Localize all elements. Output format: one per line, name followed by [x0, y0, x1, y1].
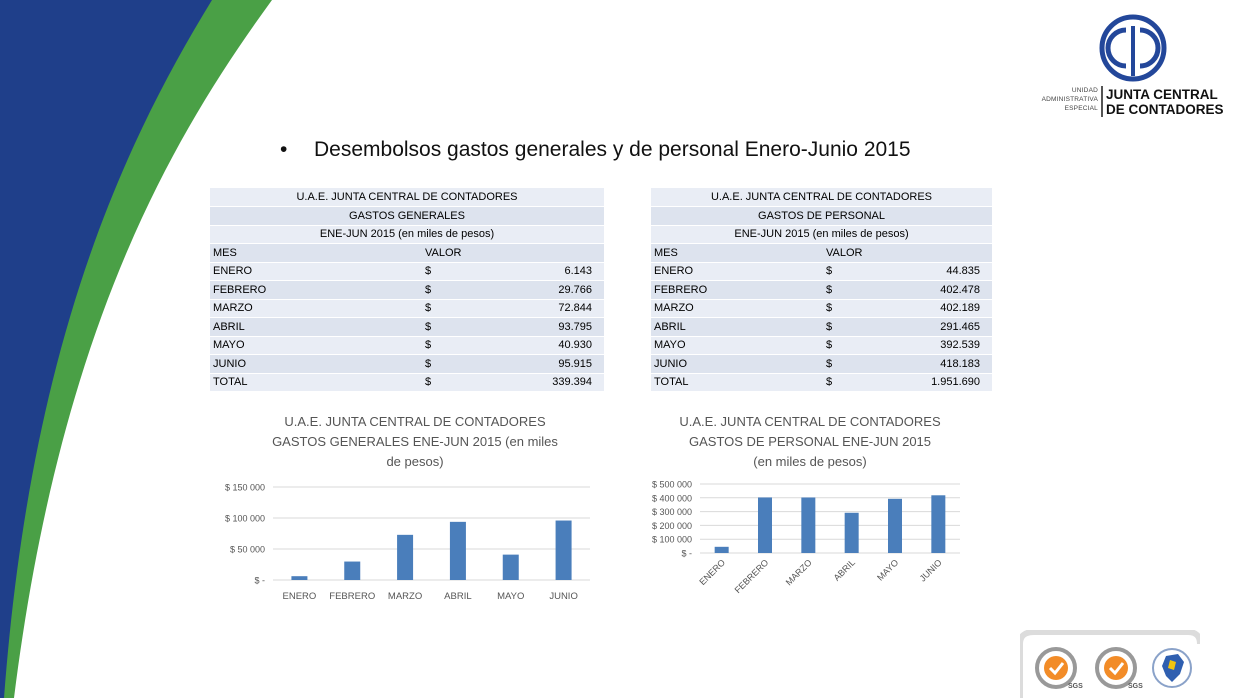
y-tick-label: $ 500 000 [652, 480, 692, 490]
x-tick-label: ABRIL [444, 591, 471, 602]
chart-gastos-generales-title: U.A.E. JUNTA CENTRAL DE CONTADORES GASTO… [272, 414, 558, 469]
navy-swoosh [0, 0, 212, 698]
bar-enero [714, 546, 729, 553]
sgs-certification-seal-icon: SGS [1035, 647, 1083, 690]
bar-febrero [758, 497, 772, 553]
x-tick-label: FEBRERO [329, 591, 375, 602]
table-period-row: ENE-JUN 2015 (en miles de pesos) [651, 225, 992, 244]
table-row: MAYO $392.539 [651, 336, 992, 355]
y-tick-label: $ - [681, 549, 692, 559]
x-tick-label: JUNIO [549, 591, 578, 602]
table-subtitle-row: GASTOS GENERALES [210, 206, 604, 226]
bar-mayo [888, 498, 902, 553]
table-row: FEBRERO $402.478 [651, 280, 992, 300]
table-row: MARZO $72.844 [210, 299, 604, 318]
table-gastos-generales: U.A.E. JUNTA CENTRAL DE CONTADORES GASTO… [210, 188, 604, 392]
logo-org-name: JUNTA CENTRAL DE CONTADORES [1106, 87, 1224, 117]
x-tick-label: ENERO [283, 591, 317, 602]
column-header-mes: MES [651, 243, 823, 263]
bar-marzo [801, 497, 816, 553]
x-tick-label: MAYO [497, 591, 524, 602]
table-row: MARZO $402.189 [651, 299, 992, 318]
table-gastos-personal: U.A.E. JUNTA CENTRAL DE CONTADORES GASTO… [651, 188, 992, 392]
logo-small-text: UNIDAD ADMINISTRATIVA ESPECIAL [1041, 87, 1098, 112]
chart-gastos-personal: $ - $ 100 000 $ 200 000 $ 300 000 $ 400 000 $… [652, 480, 960, 595]
x-tick-label: FEBRERO [733, 557, 771, 595]
table-total-row: TOTAL $339.394 [210, 373, 604, 392]
table-row: FEBRERO $29.766 [210, 280, 604, 300]
sgs-certification-seal-icon: SGS [1095, 647, 1143, 690]
x-tick-label: MARZO [784, 557, 814, 587]
column-header-mes: MES [210, 243, 422, 263]
bar-abril [449, 521, 466, 580]
y-tick-label: $ 100 000 [652, 535, 692, 545]
bar-febrero [344, 561, 361, 580]
svg-text:SGS: SGS [1128, 683, 1143, 690]
table-row: ENERO $44.835 [651, 262, 992, 281]
certification-seals: SGS SGS [1020, 630, 1200, 698]
x-tick-label: MARZO [388, 591, 422, 602]
colombia-map-seal-icon [1152, 648, 1192, 688]
bullet-icon: • [280, 138, 288, 161]
x-tick-label: ENERO [697, 557, 727, 587]
y-tick-label: $ 150 000 [225, 483, 265, 493]
jcc-logo-icon [1099, 14, 1167, 82]
table-header-row: MES VALOR [651, 243, 992, 263]
y-tick-label: $ 50 000 [230, 545, 265, 555]
table-row: MAYO $40.930 [210, 336, 604, 355]
svg-text:SGS: SGS [1068, 683, 1083, 690]
bar-enero [291, 576, 308, 580]
table-row: ENERO $6.143 [210, 262, 604, 281]
y-tick-label: $ 100 000 [225, 514, 265, 524]
y-tick-label: $ 300 000 [652, 507, 692, 517]
table-title-row: U.A.E. JUNTA CENTRAL DE CONTADORES [651, 188, 992, 207]
chart-gastos-personal-title: U.A.E. JUNTA CENTRAL DE CONTADORES GASTO… [679, 414, 941, 469]
x-tick-label: JUNIO [918, 557, 944, 583]
table-title-row: U.A.E. JUNTA CENTRAL DE CONTADORES [210, 188, 604, 207]
x-tick-label: MAYO [875, 557, 900, 582]
bar-mayo [502, 554, 519, 580]
slide-heading: • Desembolsos gastos generales y de perso… [280, 138, 911, 161]
logo-separator [1101, 86, 1103, 117]
y-tick-label: $ 200 000 [652, 521, 692, 531]
bar-marzo [397, 534, 414, 580]
table-row: ABRIL $291.465 [651, 317, 992, 337]
chart-gastos-generales: $ - $ 50 000 $ 100 000 $ 150 000 ENERO FEBRER… [225, 483, 590, 602]
bar-junio [931, 495, 946, 553]
bar-junio [555, 520, 572, 580]
table-header-row: MES VALOR [210, 243, 604, 263]
table-total-row: TOTAL $1.951.690 [651, 373, 992, 392]
table-period-row: ENE-JUN 2015 (en miles de pesos) [210, 225, 604, 244]
column-header-valor: VALOR [823, 243, 992, 263]
table-row: JUNIO $95.915 [210, 354, 604, 374]
x-tick-label: ABRIL [832, 557, 857, 582]
y-tick-label: $ 400 000 [652, 493, 692, 503]
table-row: JUNIO $418.183 [651, 354, 992, 374]
table-subtitle-row: GASTOS DE PERSONAL [651, 206, 992, 226]
bar-abril [844, 512, 859, 553]
column-header-valor: VALOR [422, 243, 604, 263]
table-row: ABRIL $93.795 [210, 317, 604, 337]
y-tick-label: $ - [254, 576, 265, 586]
